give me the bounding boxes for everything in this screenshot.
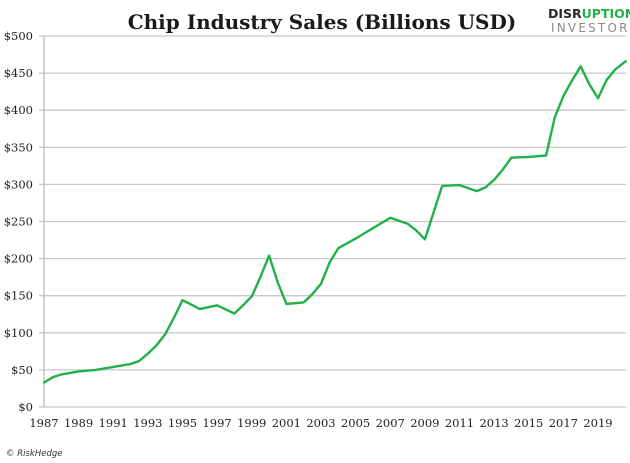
x-tick-label: 1999 (237, 416, 266, 430)
gridlines (39, 35, 626, 408)
sales-series-line (42, 60, 627, 384)
x-tick-label: 1987 (29, 416, 58, 430)
y-tick-label: $350 (4, 140, 33, 154)
logo: DISRUPTION INVESTOR (548, 6, 630, 35)
y-tick-label: $200 (4, 252, 33, 266)
y-tick-label: $500 (4, 29, 33, 43)
logo-text-green: UPTION (582, 6, 630, 21)
x-tick-label: 1989 (64, 416, 93, 430)
x-tick-label: 2007 (376, 416, 405, 430)
y-tick-label: $100 (4, 326, 33, 340)
y-tick-label: $50 (11, 363, 33, 377)
x-tick-label: 2011 (445, 416, 474, 430)
x-tick-label: 1991 (99, 416, 128, 430)
credit-text: © RiskHedge (6, 449, 62, 459)
y-tick-label: $400 (4, 103, 33, 117)
x-tick-label: 2013 (479, 416, 508, 430)
x-tick-label: 2015 (514, 416, 543, 430)
x-tick-label: 2003 (306, 416, 335, 430)
logo-investor: INVESTOR (551, 21, 630, 35)
chart-title: Chip Industry Sales (Billions USD) (128, 10, 517, 34)
x-tick-label: 1997 (202, 416, 231, 430)
y-tick-label: $150 (4, 289, 33, 303)
x-tick-label: 1993 (133, 416, 162, 430)
x-tick-label: 2017 (549, 416, 578, 430)
y-tick-label: $450 (4, 66, 33, 80)
x-tick-label: 2019 (583, 416, 612, 430)
y-axis-ticks: $0 $50 $100 $150 $200 $250 $300 $350 $400 $450 $50… (4, 29, 33, 414)
x-tick-label: 2001 (272, 416, 301, 430)
y-tick-label: $0 (18, 400, 33, 414)
y-tick-label: $250 (4, 215, 33, 229)
x-tick-label: 2009 (410, 416, 439, 430)
x-tick-label: 2005 (341, 416, 370, 430)
logo-disruption: DISRUPTION (548, 6, 630, 21)
x-axis-ticks: 1987 1989 1991 1993 1995 1997 1999 2001 2003 2005… (29, 416, 612, 430)
y-tick-label: $300 (4, 177, 33, 191)
logo-text-dark: DISR (548, 6, 582, 21)
x-tick-label: 1995 (168, 416, 197, 430)
